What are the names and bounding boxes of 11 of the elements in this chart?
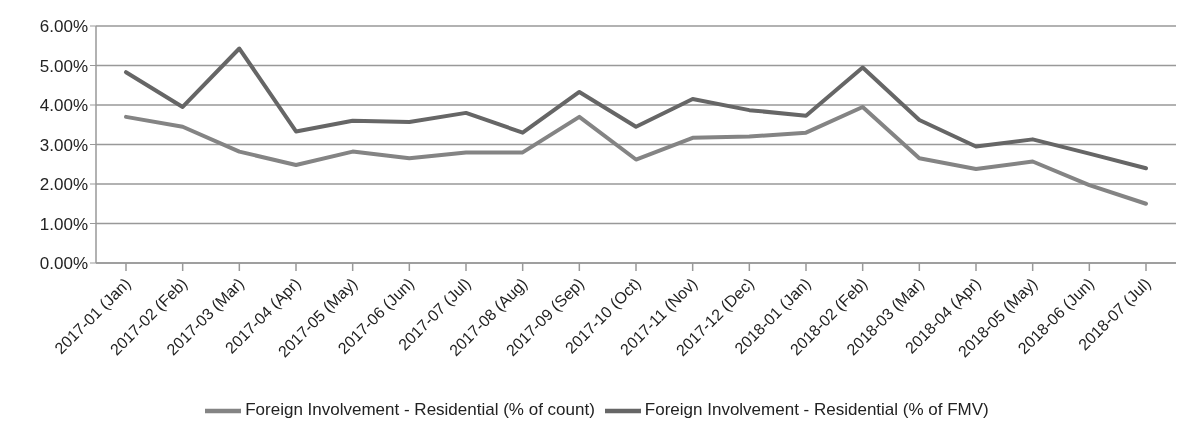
line-series — [124, 46, 1148, 171]
y-tick-label: 2.00% — [39, 175, 88, 195]
y-tick-label: 5.00% — [39, 56, 88, 76]
y-tick-label: 4.00% — [39, 96, 88, 116]
y-tick-label: 0.00% — [39, 254, 88, 274]
legend-label: Foreign Involvement - Residential (% of FMV) — [644, 400, 989, 420]
y-tick-label: 6.00% — [39, 17, 88, 37]
line-series — [124, 104, 1148, 206]
legend-label: Foreign Involvement - Residential (% of count) — [245, 400, 595, 420]
y-tick-label: 3.00% — [39, 135, 88, 155]
y-tick-label: 1.00% — [39, 214, 88, 234]
